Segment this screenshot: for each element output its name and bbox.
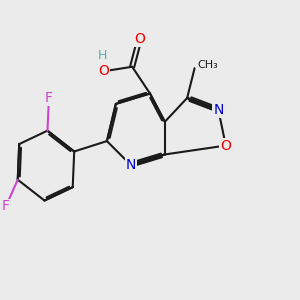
Text: F: F xyxy=(45,91,53,105)
Text: N: N xyxy=(213,103,224,117)
Text: O: O xyxy=(220,139,231,152)
Text: H: H xyxy=(98,49,107,62)
Text: CH₃: CH₃ xyxy=(197,60,218,70)
Text: F: F xyxy=(2,200,10,214)
Text: O: O xyxy=(134,32,145,46)
Text: O: O xyxy=(98,64,110,78)
Text: N: N xyxy=(125,158,136,172)
